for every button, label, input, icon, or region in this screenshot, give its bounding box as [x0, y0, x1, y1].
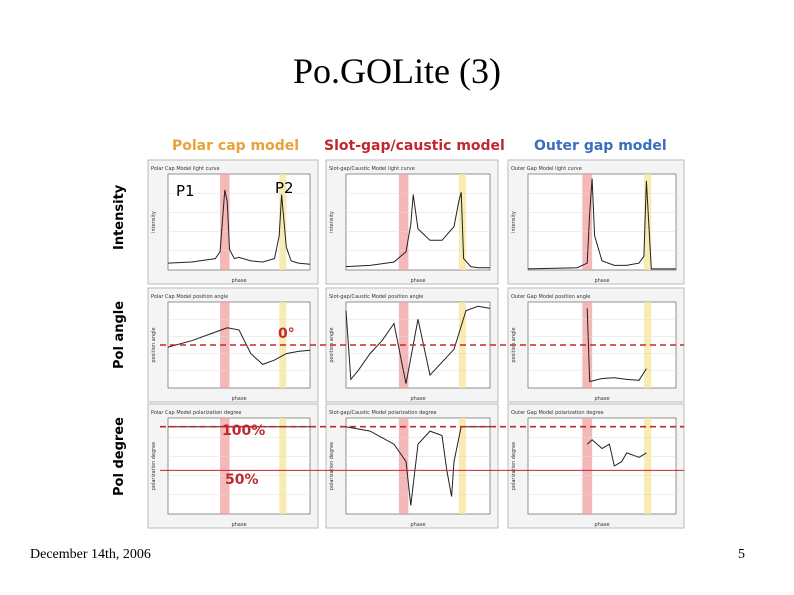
panel-title: Polar Cap Model polarization degree	[151, 410, 241, 416]
panel-title: Outer Gap Model polarization degree	[511, 410, 604, 416]
phase-band-p2	[458, 418, 466, 514]
panel-title: Outer Gap Model position angle	[511, 294, 590, 300]
x-axis-label: phase	[594, 522, 609, 528]
plot-area	[345, 173, 491, 271]
phase-band-p2	[279, 418, 287, 514]
x-axis-label: phase	[231, 522, 246, 528]
annotation-p2: P2	[275, 179, 294, 197]
panel-title: Slot-gap/Caustic Model polarization degr…	[329, 410, 437, 416]
phase-band-p2	[643, 302, 652, 388]
x-axis-label: phase	[231, 278, 246, 284]
plot-area	[345, 301, 491, 389]
plot-area	[345, 417, 491, 515]
panel-polar-cap-pol-degree: Polar Cap Model polarization degree phase…	[147, 403, 319, 529]
annotation-zero-degrees: 0°	[278, 326, 295, 342]
x-axis-label: phase	[410, 278, 425, 284]
x-axis-label: phase	[231, 396, 246, 402]
phase-band-p2	[643, 418, 652, 514]
y-axis-label: intensity	[151, 211, 157, 233]
x-axis-label: phase	[594, 396, 609, 402]
series-line-slot-gap-pol-angle	[345, 305, 491, 384]
y-axis-label: polarization degree	[151, 442, 157, 491]
x-axis-label: phase	[594, 278, 609, 284]
panel-title: Slot-gap/Caustic Model light curve	[329, 166, 415, 172]
y-axis-label: polarization degree	[329, 442, 335, 491]
series-line-polar-cap-pol-angle	[167, 327, 311, 365]
column-header-outer-gap: Outer gap model	[534, 138, 667, 154]
panel-polar-cap-intensity: Polar Cap Model light curve phase intensit…	[147, 159, 319, 285]
series-line-polar-cap-intensity	[167, 189, 311, 265]
panel-title: Outer Gap Model light curve	[511, 166, 582, 172]
series-line-outer-gap-pol-degree	[586, 439, 647, 467]
x-axis-label: phase	[410, 522, 425, 528]
annotation-100-percent: 100%	[222, 423, 265, 439]
panel-outer-gap-intensity: Outer Gap Model light curve phase intensit…	[507, 159, 685, 285]
y-axis-label: intensity	[511, 211, 517, 233]
series-line-outer-gap-intensity	[527, 178, 676, 270]
annotation-50-percent: 50%	[225, 472, 259, 488]
panel-title: Slot-gap/Caustic Model position angle	[329, 294, 423, 300]
slide-title: Po.GOLite (3)	[293, 51, 501, 91]
footer-date: December 14th, 2006	[30, 547, 151, 562]
phase-band-p1	[220, 418, 230, 514]
plot-area	[167, 301, 311, 389]
phase-band-p2	[279, 174, 287, 270]
phase-band-p1	[398, 174, 409, 270]
panel-title: Polar Cap Model position angle	[151, 294, 228, 300]
column-header-polar-cap: Polar cap model	[172, 138, 300, 154]
panel-title: Polar Cap Model light curve	[151, 166, 220, 172]
phase-band-p1	[398, 418, 409, 514]
plot-area	[527, 173, 677, 271]
panel-slot-gap-pol-degree: Slot-gap/Caustic Model polarization degr…	[325, 403, 499, 529]
panel-outer-gap-pol-degree: Outer Gap Model polarization degree phase…	[507, 403, 685, 529]
series-line-outer-gap-pol-angle	[586, 308, 647, 383]
column-header-slot-gap: Slot-gap/caustic model	[324, 138, 505, 154]
plot-area	[527, 417, 677, 515]
y-axis-label: position angle	[151, 327, 157, 362]
page-number: 5	[738, 547, 745, 562]
phase-band-p1	[582, 302, 593, 388]
phase-band-p1	[582, 174, 593, 270]
y-axis-label: intensity	[329, 211, 335, 233]
x-axis-label: phase	[410, 396, 425, 402]
panel-slot-gap-intensity: Slot-gap/Caustic Model light curve phase i…	[325, 159, 499, 285]
y-axis-label: polarization degree	[511, 442, 517, 491]
phase-band-p2	[643, 174, 652, 270]
phase-band-p1	[220, 174, 230, 270]
phase-band-p1	[582, 418, 593, 514]
series-line-slot-gap-intensity	[345, 192, 490, 269]
annotation-p1: P1	[176, 182, 195, 200]
